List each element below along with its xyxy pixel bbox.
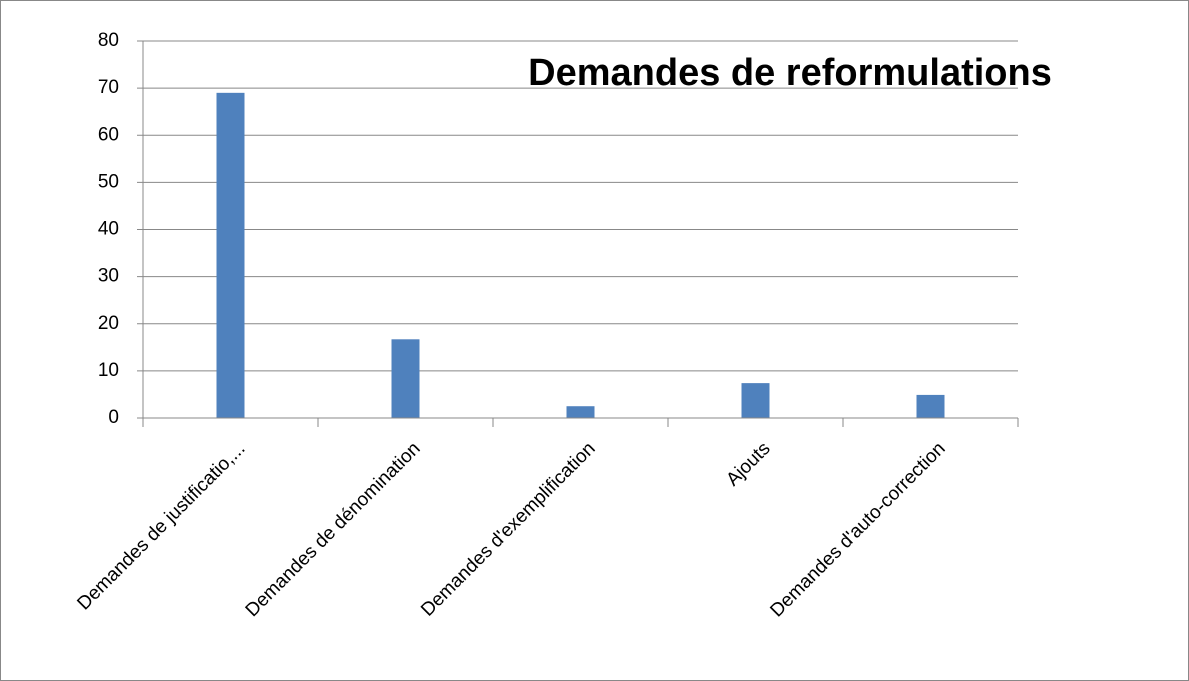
bar bbox=[566, 406, 595, 418]
bar bbox=[916, 394, 945, 418]
y-tick-label: 80 bbox=[98, 30, 119, 51]
bar bbox=[741, 383, 770, 418]
chart-title: Demandes de reformulations bbox=[528, 52, 1052, 94]
y-tick-label: 0 bbox=[108, 407, 119, 428]
y-tick-label: 10 bbox=[98, 360, 119, 381]
bar bbox=[391, 339, 420, 418]
y-tick-label: 70 bbox=[98, 77, 119, 98]
grid bbox=[137, 40, 1019, 427]
y-tick-label: 40 bbox=[98, 219, 119, 240]
bar bbox=[216, 92, 245, 419]
y-tick-label: 30 bbox=[98, 266, 119, 287]
marks bbox=[216, 92, 945, 419]
y-tick-label: 50 bbox=[98, 171, 119, 192]
y-tick-label: 60 bbox=[98, 124, 119, 145]
y-tick-label: 20 bbox=[98, 313, 119, 334]
